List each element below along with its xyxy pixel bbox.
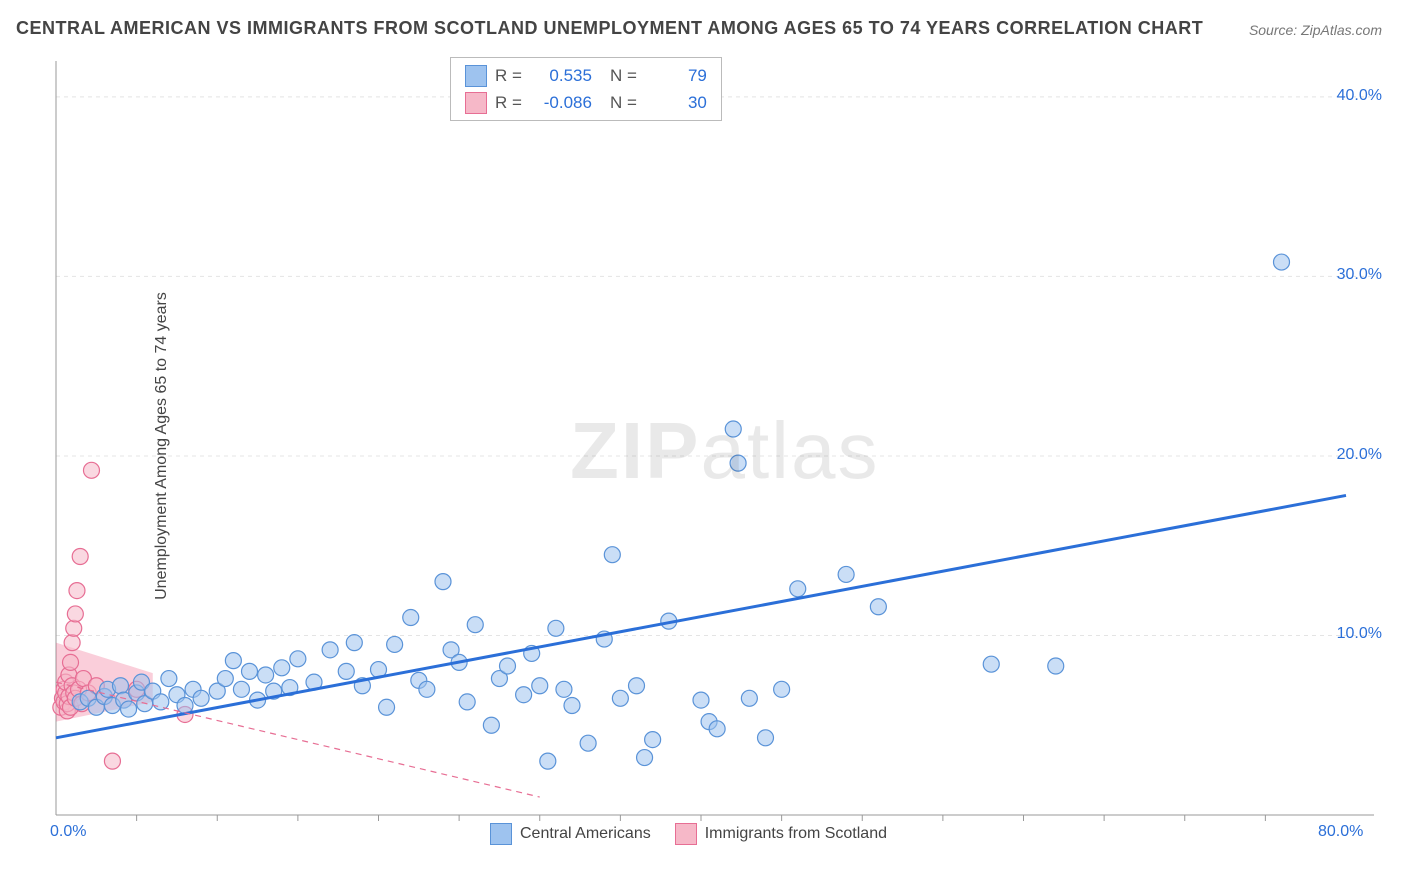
y-tick-label: 30.0% bbox=[1337, 266, 1382, 284]
y-tick-label: 10.0% bbox=[1337, 625, 1382, 643]
y-tick-label: 20.0% bbox=[1337, 446, 1382, 464]
scatter-plot: ZIPatlas R = 0.535 N = 79 R = -0.086 N =… bbox=[50, 55, 1380, 845]
legend: Central Americans Immigrants from Scotla… bbox=[490, 823, 887, 845]
legend-item: Immigrants from Scotland bbox=[675, 823, 887, 845]
swatch-icon bbox=[490, 823, 512, 845]
x-tick-label: 80.0% bbox=[1318, 823, 1363, 841]
stat-n-value: 79 bbox=[645, 62, 707, 89]
swatch-icon bbox=[675, 823, 697, 845]
chart-title: CENTRAL AMERICAN VS IMMIGRANTS FROM SCOT… bbox=[16, 18, 1203, 39]
x-tick-label: 0.0% bbox=[50, 823, 86, 841]
swatch-icon bbox=[465, 92, 487, 114]
stat-r-value: -0.086 bbox=[530, 89, 592, 116]
chart-source: Source: ZipAtlas.com bbox=[1249, 22, 1382, 38]
legend-label: Immigrants from Scotland bbox=[705, 825, 887, 843]
stat-n-value: 30 bbox=[645, 89, 707, 116]
y-tick-label: 40.0% bbox=[1337, 87, 1382, 105]
swatch-icon bbox=[465, 65, 487, 87]
stat-r-value: 0.535 bbox=[530, 62, 592, 89]
stats-box: R = 0.535 N = 79 R = -0.086 N = 30 bbox=[450, 57, 722, 121]
legend-label: Central Americans bbox=[520, 825, 651, 843]
plot-svg bbox=[50, 55, 1380, 845]
legend-item: Central Americans bbox=[490, 823, 651, 845]
stats-row: R = -0.086 N = 30 bbox=[465, 89, 707, 116]
stats-row: R = 0.535 N = 79 bbox=[465, 62, 707, 89]
